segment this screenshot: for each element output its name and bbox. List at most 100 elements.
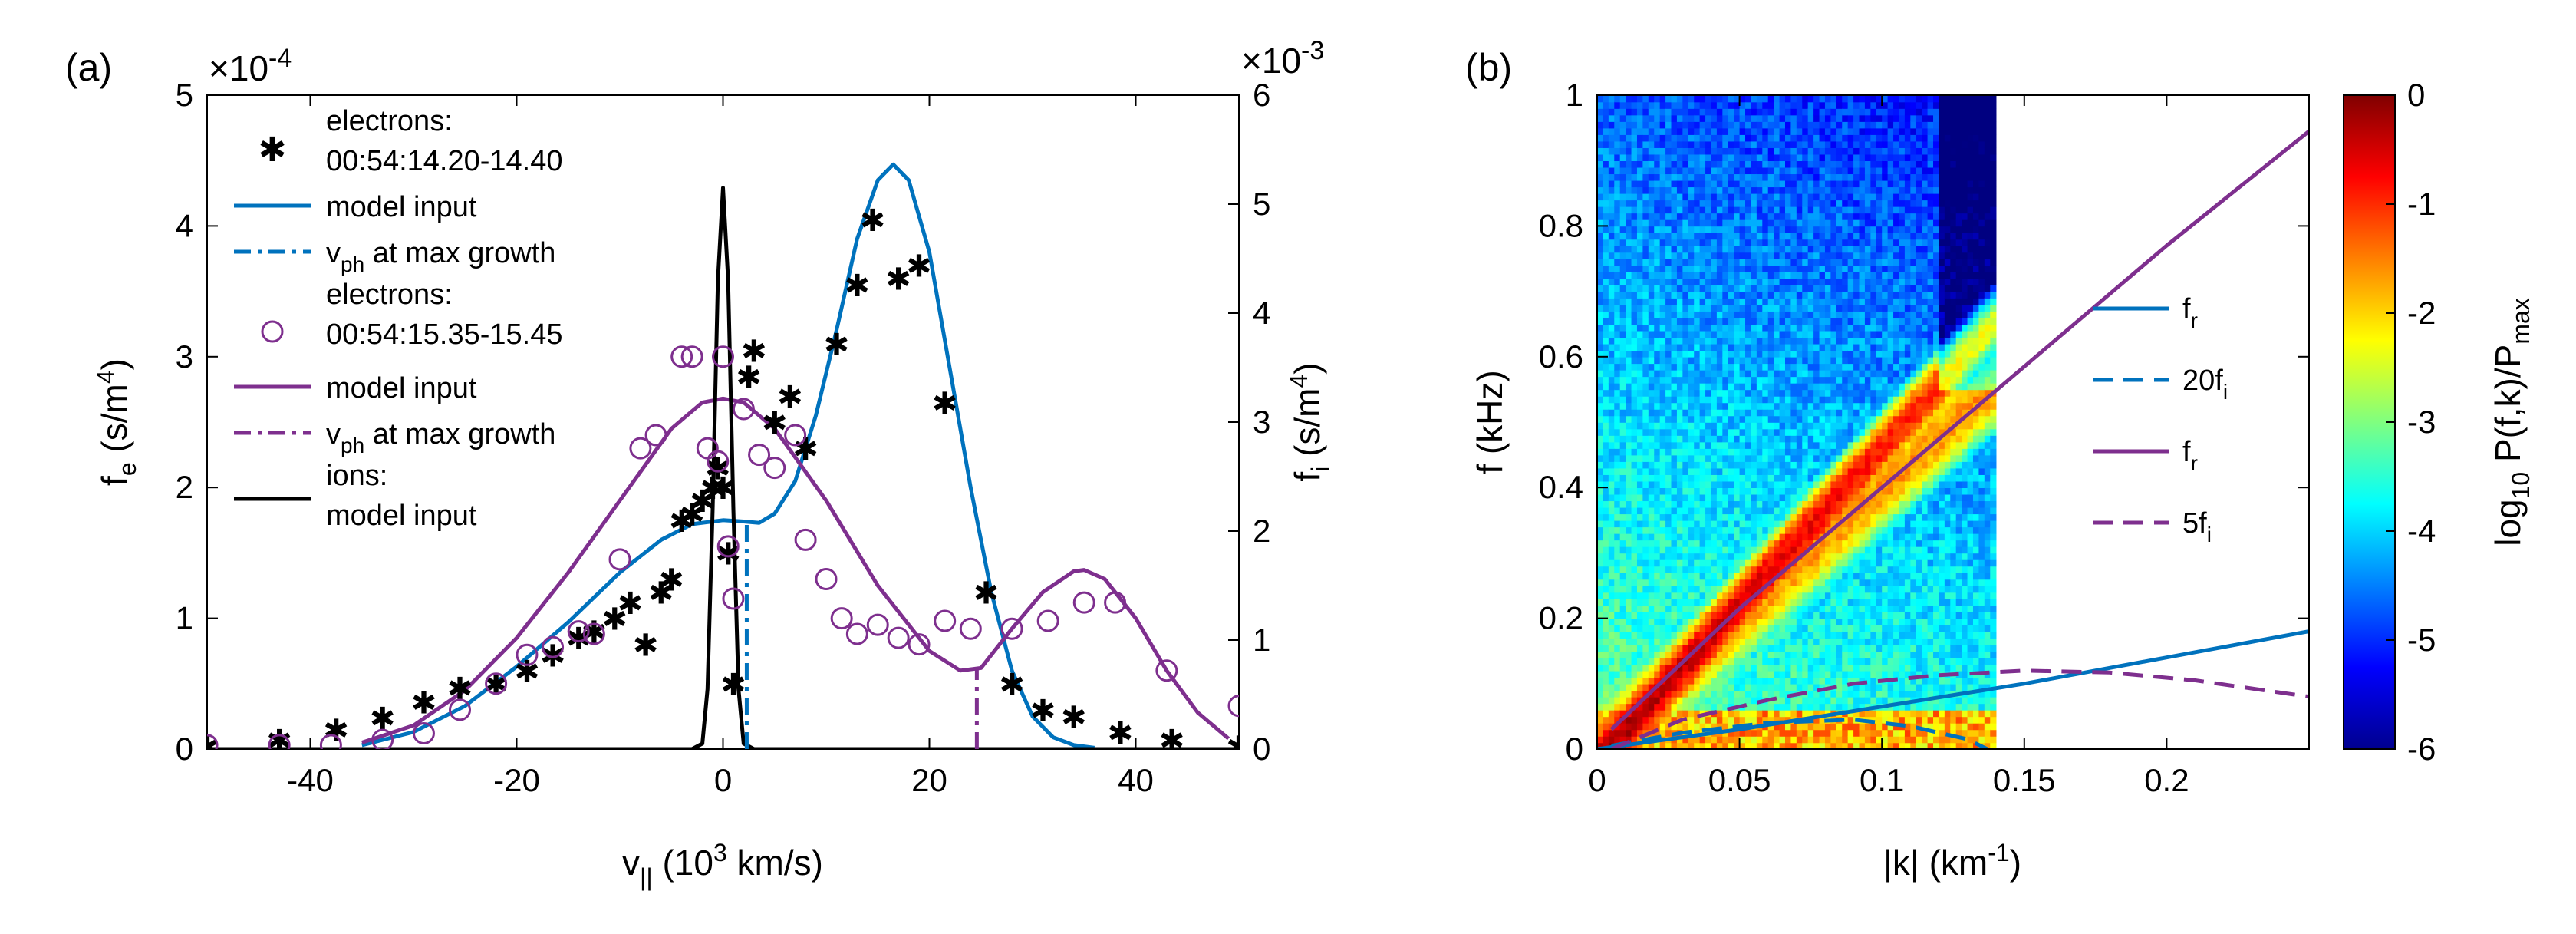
heatmap-cell xyxy=(1619,226,1626,233)
heatmap-cell xyxy=(1631,644,1638,652)
heatmap-cell xyxy=(1688,304,1695,312)
heatmap-cell xyxy=(1824,428,1832,436)
heatmap-cell xyxy=(1705,566,1712,573)
heatmap-cell xyxy=(1847,337,1854,345)
heatmap-cell xyxy=(1751,298,1757,305)
heatmap-cell xyxy=(1796,304,1804,312)
heatmap-cell xyxy=(1728,278,1734,285)
circle-point xyxy=(567,620,590,643)
heatmap-cell xyxy=(1636,448,1644,456)
heatmap-cell xyxy=(1779,716,1786,724)
heatmap-cell xyxy=(1859,586,1866,593)
heatmap-cell xyxy=(1859,664,1866,672)
heatmap-cell xyxy=(1636,291,1644,299)
heatmap-cell xyxy=(1807,664,1814,672)
heatmap-cell xyxy=(1762,592,1769,599)
heatmap-cell xyxy=(1847,402,1854,410)
heatmap-cell xyxy=(1802,272,1809,279)
heatmap-cell xyxy=(1728,369,1734,378)
heatmap-cell xyxy=(1608,526,1616,534)
heatmap-cell xyxy=(1716,638,1724,645)
heatmap-cell xyxy=(1756,526,1764,534)
heatmap-cell xyxy=(1711,467,1718,475)
heatmap-cell xyxy=(1682,186,1689,194)
heatmap-cell xyxy=(1819,487,1826,495)
heatmap-cell xyxy=(1636,454,1644,462)
heatmap-cell xyxy=(1751,278,1757,285)
heatmap-cell xyxy=(1779,572,1786,580)
heatmap-cell xyxy=(1642,239,1649,246)
heatmap-cell xyxy=(1784,625,1792,632)
heatmap-cell xyxy=(1807,618,1814,625)
heatmap-cell xyxy=(1654,742,1661,749)
heatmap-cell xyxy=(1784,428,1792,436)
star-point: ✱ xyxy=(762,407,788,441)
circle-point xyxy=(815,567,838,590)
heatmap-cell xyxy=(1790,605,1797,612)
heatmap-cell xyxy=(1608,500,1616,508)
heatmap-cell xyxy=(1603,140,1609,148)
heatmap-cell xyxy=(1739,507,1746,515)
heatmap-cell xyxy=(1676,147,1684,155)
heatmap-cell xyxy=(1864,121,1872,129)
heatmap-cell xyxy=(1813,114,1820,122)
heatmap-cell xyxy=(1711,618,1718,625)
heatmap-cell xyxy=(1694,664,1701,672)
heatmap-cell xyxy=(1608,311,1616,318)
heatmap-cell xyxy=(1705,572,1712,580)
heatmap-cell xyxy=(1819,408,1826,417)
heatmap-cell xyxy=(1751,311,1757,318)
heatmap-cell xyxy=(1842,644,1849,652)
heatmap-cell xyxy=(1756,625,1764,632)
heatmap-cell xyxy=(1779,448,1786,456)
heatmap-cell xyxy=(1711,500,1718,508)
heatmap-cell xyxy=(1853,259,1860,266)
heatmap-cell xyxy=(1619,657,1626,665)
heatmap-cell xyxy=(1819,448,1826,456)
heatmap-cell xyxy=(1648,559,1655,567)
heatmap-cell xyxy=(1819,592,1826,599)
heatmap-cell xyxy=(1722,389,1729,397)
heatmap-cell xyxy=(1859,213,1866,220)
heatmap-cell xyxy=(1608,729,1616,737)
heatmap-cell xyxy=(1694,572,1701,580)
heatmap-cell xyxy=(1654,180,1661,188)
heatmap-cell xyxy=(1682,467,1689,475)
heatmap-cell xyxy=(1745,559,1752,567)
heatmap-cell xyxy=(1836,239,1843,246)
heatmap-cell xyxy=(1654,291,1661,299)
heatmap-cell xyxy=(1626,454,1632,462)
heatmap-cell xyxy=(1688,324,1695,332)
heatmap-cell xyxy=(1842,612,1849,619)
heatmap-cell xyxy=(1728,206,1734,214)
heatmap-cell xyxy=(1739,317,1746,325)
heatmap-cell xyxy=(1767,114,1774,122)
heatmap-cell xyxy=(1745,376,1752,384)
heatmap-cell xyxy=(1659,683,1666,691)
heatmap-cell xyxy=(1734,566,1741,573)
heatmap-cell xyxy=(1597,127,1604,135)
heatmap-cell xyxy=(1688,487,1695,495)
heatmap-cell xyxy=(1614,533,1621,541)
heatmap-cell xyxy=(1636,402,1644,410)
heatmap-cell xyxy=(1784,703,1792,711)
heatmap-cell xyxy=(1767,330,1774,338)
heatmap-cell xyxy=(1694,376,1701,384)
heatmap-cell xyxy=(1859,219,1866,227)
heatmap-cell xyxy=(1864,219,1872,227)
heatmap-cell xyxy=(1597,435,1604,443)
heatmap-cell xyxy=(1619,147,1626,155)
heatmap-cell xyxy=(1802,709,1809,718)
heatmap-cell xyxy=(1614,735,1621,744)
heatmap-cell xyxy=(1608,480,1616,488)
heatmap-cell xyxy=(1699,134,1706,142)
heatmap-cell xyxy=(1779,134,1786,142)
heatmap-cell xyxy=(1847,369,1854,378)
heatmap-cell xyxy=(1716,337,1724,345)
heatmap-cell xyxy=(1756,376,1764,384)
heatmap-cell xyxy=(1745,408,1752,417)
heatmap-cell xyxy=(1716,376,1724,384)
heatmap-cell xyxy=(1608,586,1616,593)
heatmap-cell xyxy=(1864,592,1872,599)
heatmap-cell xyxy=(1636,664,1644,672)
